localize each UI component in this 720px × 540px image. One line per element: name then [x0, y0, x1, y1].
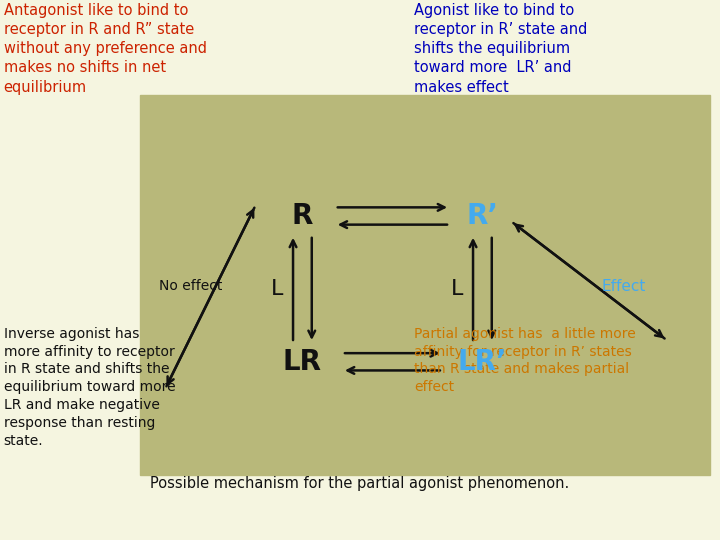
Text: R’: R’: [467, 202, 498, 230]
Text: Antagonist like to bind to
receptor in R and R” state
without any preference and: Antagonist like to bind to receptor in R…: [4, 3, 207, 94]
Text: Inverse agonist has
more affinity to receptor
in R state and shifts the
equilibr: Inverse agonist has more affinity to rec…: [4, 327, 175, 448]
Text: LR’: LR’: [458, 348, 507, 376]
Text: No effect: No effect: [159, 279, 222, 293]
Text: Possible mechanism for the partial agonist phenomenon.: Possible mechanism for the partial agoni…: [150, 476, 570, 491]
Text: R: R: [292, 202, 313, 230]
Text: Partial agonist has  a little more
affinity for receptor in R’ states
than R sta: Partial agonist has a little more affini…: [414, 327, 636, 394]
Text: Effect: Effect: [601, 279, 646, 294]
Text: LR: LR: [283, 348, 322, 376]
Text: Agonist like to bind to
receptor in R’ state and
shifts the equilibrium
toward m: Agonist like to bind to receptor in R’ s…: [414, 3, 588, 94]
Bar: [140, 95, 710, 475]
Text: L: L: [451, 279, 464, 299]
Text: L: L: [271, 279, 284, 299]
